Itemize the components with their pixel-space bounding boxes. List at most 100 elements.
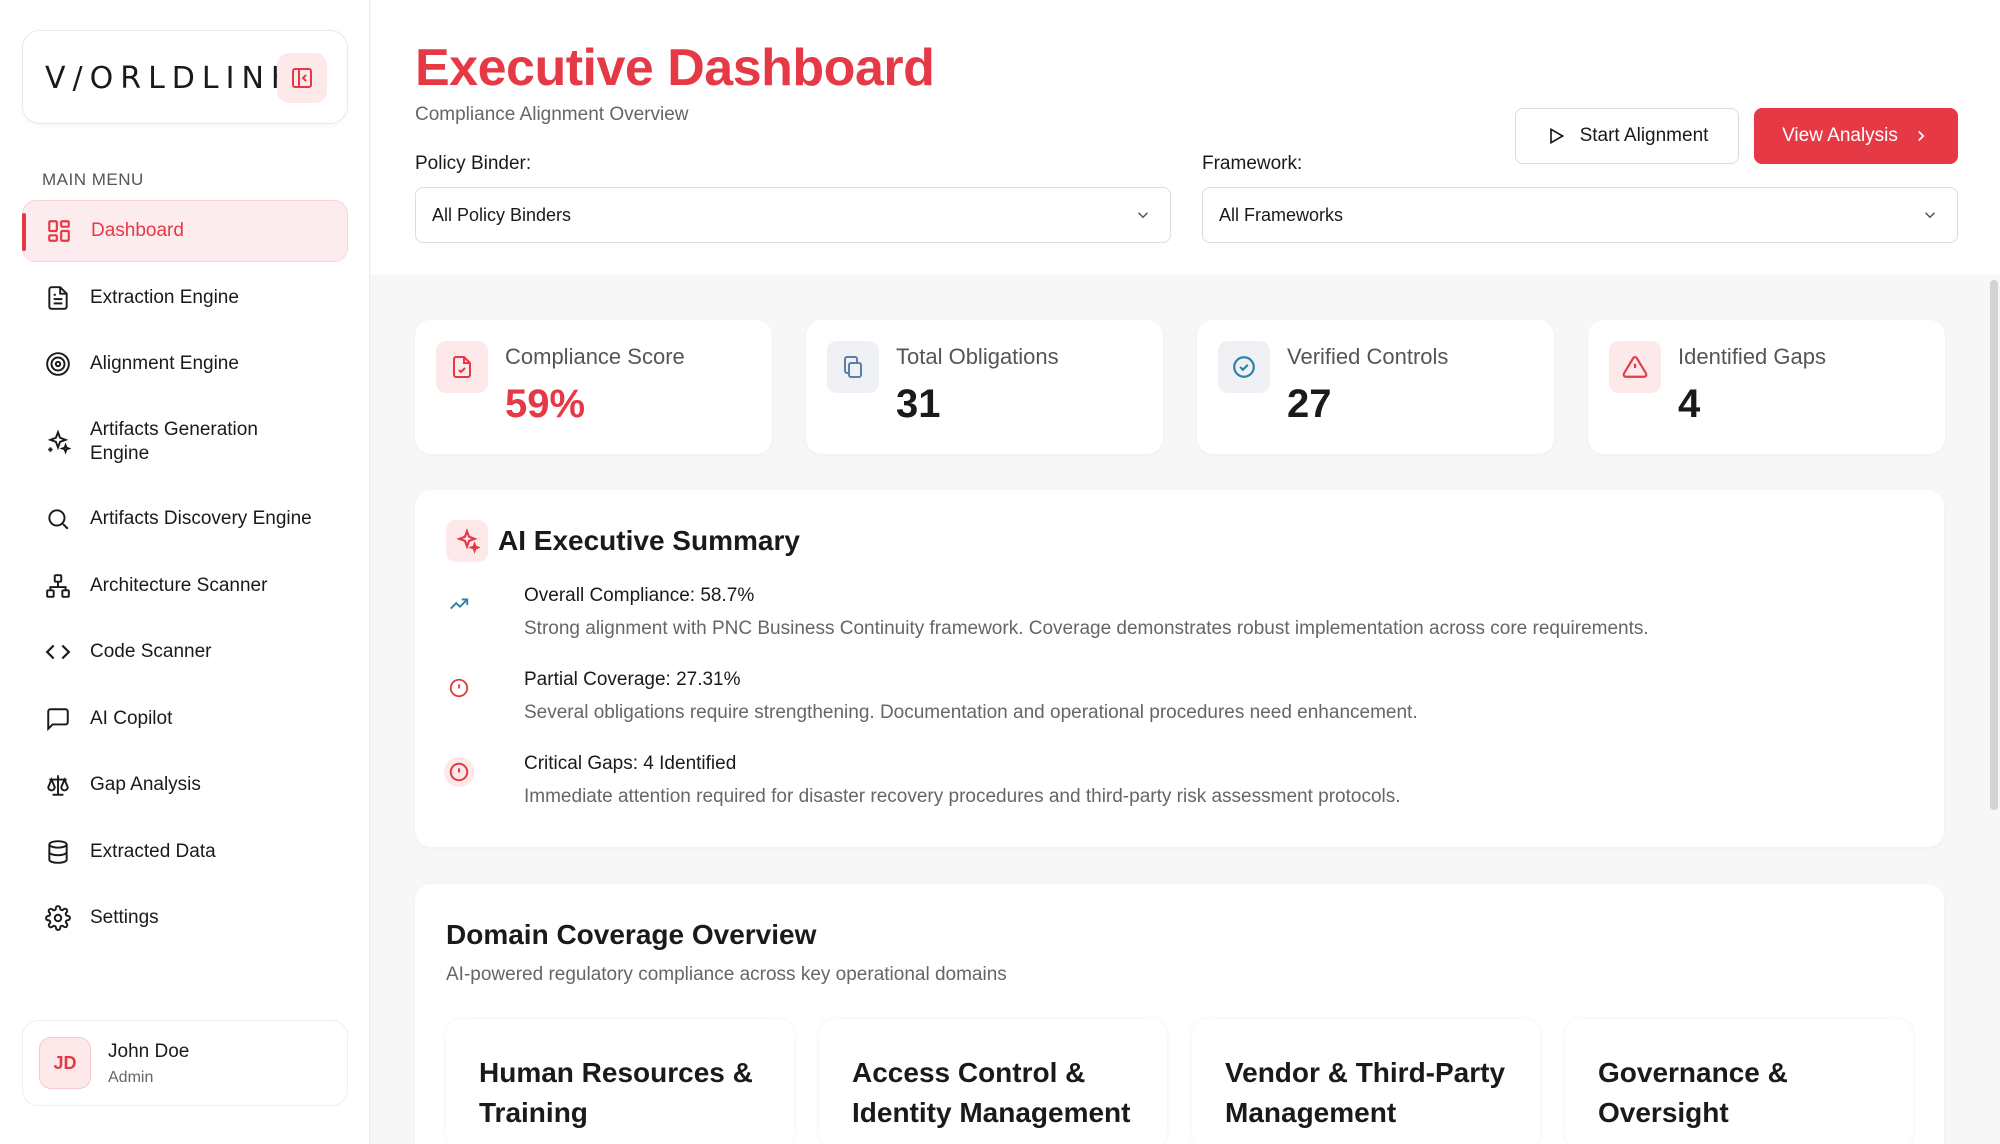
avatar: JD	[39, 1037, 91, 1089]
summary-item-desc: Immediate attention required for disaste…	[524, 786, 1401, 807]
alert-circle-filled-icon	[444, 757, 474, 787]
gear-icon	[44, 904, 72, 932]
sidebar-item-dashboard[interactable]: Dashboard	[22, 200, 348, 262]
sidebar-item-alignment-engine[interactable]: Alignment Engine	[22, 333, 348, 395]
sidebar-item-label: Artifacts Generation Engine	[90, 418, 258, 464]
sidebar-item-architecture-scanner[interactable]: Architecture Scanner	[22, 555, 348, 617]
sidebar-collapse-icon	[292, 68, 312, 88]
view-analysis-button[interactable]: View Analysis	[1754, 108, 1958, 164]
copy-icon	[827, 341, 879, 393]
domain-coverage-title: Domain Coverage Overview	[446, 919, 817, 950]
alert-circle-icon	[446, 675, 472, 701]
domain-tile-title-line1: Access Control &	[852, 1057, 1086, 1088]
chevron-down-icon	[1137, 212, 1149, 219]
domain-tile-title-line2: Oversight	[1598, 1097, 1729, 1128]
domain-tile-title-line1: Governance &	[1598, 1057, 1788, 1088]
search-icon	[44, 505, 72, 533]
stat-label: Total Obligations	[896, 344, 1059, 369]
start-alignment-label: Start Alignment	[1579, 125, 1709, 146]
main-nav: Dashboard Extraction Engine Alignment En…	[22, 200, 348, 954]
summary-item-title: Overall Compliance: 58.7%	[524, 585, 755, 606]
chevron-down-icon	[1924, 212, 1936, 219]
stat-value: 27	[1287, 382, 1332, 426]
start-alignment-button[interactable]: Start Alignment	[1515, 108, 1739, 164]
policy-binder-label: Policy Binder:	[415, 153, 532, 174]
domain-coverage-subtitle: AI-powered regulatory compliance across …	[446, 964, 1007, 985]
summary-item-desc: Strong alignment with PNC Business Conti…	[524, 618, 1649, 639]
sidebar-item-label: Extracted Data	[90, 840, 216, 862]
collapse-sidebar-button[interactable]	[277, 53, 327, 103]
user-profile-card[interactable]: JD John Doe Admin	[22, 1020, 348, 1106]
summary-title: AI Executive Summary	[498, 525, 800, 556]
chat-bubble-icon	[44, 705, 72, 733]
user-role: Admin	[108, 1069, 154, 1086]
sidebar-item-label: Settings	[90, 907, 159, 928]
stat-value: 4	[1678, 382, 1701, 426]
logo-card: V/ORLDLINK	[22, 30, 348, 124]
stat-value: 31	[896, 382, 941, 426]
domain-tile-title-line2: Identity Management	[852, 1097, 1131, 1128]
check-circle-icon	[1218, 341, 1270, 393]
warning-triangle-icon	[1609, 341, 1661, 393]
view-analysis-label: View Analysis	[1782, 125, 1898, 146]
page-title: Executive Dashboard	[415, 39, 935, 97]
sidebar-item-label: Dashboard	[91, 220, 184, 241]
domain-tile-access-control[interactable]: Access Control & Identity Management	[819, 1019, 1167, 1144]
sidebar-item-label: Extraction Engine	[90, 286, 239, 308]
stat-label: Compliance Score	[505, 344, 685, 369]
stat-card-identified-gaps: Identified Gaps 4	[1588, 320, 1945, 454]
stat-value: 59%	[505, 382, 586, 426]
sidebar-item-code-scanner[interactable]: Code Scanner	[22, 621, 348, 683]
domain-tile-title-line1: Human Resources &	[479, 1057, 753, 1088]
sparkles-icon	[446, 520, 488, 562]
sidebar-item-label: Alignment Engine	[90, 353, 239, 374]
sidebar-item-label: Artifacts Discovery Engine	[90, 508, 312, 529]
sidebar-item-label: Gap Analysis	[90, 774, 201, 795]
sidebar-item-label: Code Scanner	[90, 641, 212, 662]
domain-coverage-card: Domain Coverage Overview AI-powered regu…	[415, 884, 1944, 1144]
summary-item-title: Critical Gaps: 4 Identified	[524, 753, 737, 774]
scale-icon	[44, 771, 72, 799]
stat-label: Identified Gaps	[1678, 344, 1826, 369]
page-header: Executive Dashboard Compliance Alignment…	[371, 0, 2000, 275]
domain-tile-title-line2: Training	[479, 1097, 588, 1128]
ai-executive-summary-card: AI Executive Summary Overall Compliance:…	[415, 490, 1944, 847]
page-scrollbar[interactable]	[1990, 280, 1998, 810]
sidebar-item-ai-copilot[interactable]: AI Copilot	[22, 688, 348, 750]
sidebar-item-extraction-engine[interactable]: Extraction Engine	[22, 267, 348, 329]
page-subtitle: Compliance Alignment Overview	[415, 104, 689, 125]
chevron-right-icon	[1918, 130, 1925, 142]
domain-tile-title-line1: Vendor & Third-Party	[1225, 1057, 1506, 1088]
sidebar-item-extracted-data[interactable]: Extracted Data	[22, 821, 348, 883]
stat-card-total-obligations: Total Obligations 31	[806, 320, 1163, 454]
document-icon	[44, 284, 72, 312]
code-icon	[44, 638, 72, 666]
dashboard-grid-icon	[45, 217, 73, 245]
database-icon	[44, 838, 72, 866]
framework-value: All Frameworks	[1219, 204, 1344, 225]
play-icon	[1549, 127, 1564, 145]
file-check-icon	[436, 341, 488, 393]
sidebar-item-artifacts-generation-engine[interactable]: Artifacts Generation Engine	[22, 400, 348, 484]
domain-tile-human-resources[interactable]: Human Resources & Training	[446, 1019, 794, 1144]
sidebar-item-label: Architecture Scanner	[90, 574, 268, 596]
sidebar-item-gap-analysis[interactable]: Gap Analysis	[22, 754, 348, 816]
trending-up-icon	[446, 591, 472, 617]
sidebar-item-label: AI Copilot	[90, 707, 173, 729]
domain-tile-title-line2: Management	[1225, 1097, 1397, 1128]
domain-tile-governance[interactable]: Governance & Oversight	[1565, 1019, 1913, 1144]
stat-card-compliance-score: Compliance Score 59%	[415, 320, 772, 454]
sidebar: V/ORLDLINK MAIN MENU Dashboard Extractio…	[0, 0, 370, 1144]
sidebar-item-artifacts-discovery-engine[interactable]: Artifacts Discovery Engine	[22, 488, 348, 550]
stat-card-verified-controls: Verified Controls 27	[1197, 320, 1554, 454]
policy-binder-select[interactable]: All Policy Binders	[415, 187, 1171, 243]
user-name: John Doe	[108, 1041, 190, 1062]
framework-select[interactable]: All Frameworks	[1202, 187, 1958, 243]
policy-binder-value: All Policy Binders	[432, 204, 572, 225]
framework-label: Framework:	[1202, 153, 1303, 174]
target-icon	[44, 350, 72, 378]
sparkles-icon	[44, 428, 72, 456]
logo: V/ORLDLINK	[45, 61, 298, 96]
domain-tile-vendor-management[interactable]: Vendor & Third-Party Management	[1192, 1019, 1540, 1144]
sidebar-item-settings[interactable]: Settings	[22, 887, 348, 949]
